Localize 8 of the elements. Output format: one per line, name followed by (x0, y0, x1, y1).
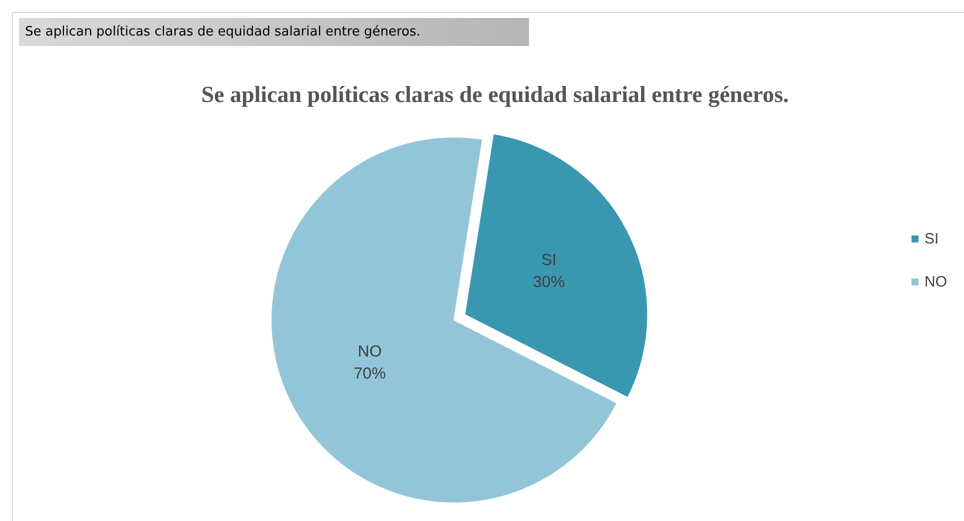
chart-subtitle: Se aplican políticas claras de equidad salarial entre géneros. (25, 24, 420, 40)
legend-label: SI (924, 230, 939, 248)
slice-label: NO (358, 343, 382, 360)
data-label: 70% (354, 365, 386, 382)
data-label: 30% (532, 274, 565, 292)
chart-title: Se aplican políticas claras de equidad salarial entre géneros. (201, 82, 789, 108)
legend-label: NO (924, 274, 947, 290)
slice-label: SI (541, 252, 556, 270)
